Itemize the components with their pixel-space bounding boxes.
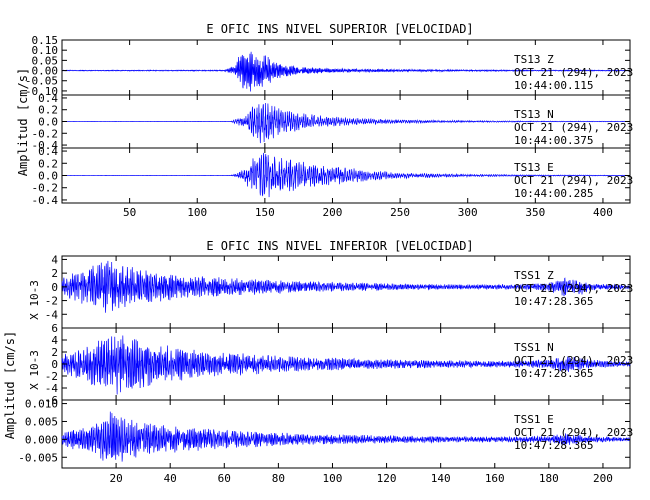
scale-label: X 10-3 bbox=[28, 280, 41, 320]
lower-chart-title: E OFIC INS NIVEL INFERIOR [VELOCIDAD] bbox=[206, 239, 473, 253]
y-tick-label: 0.05 bbox=[32, 54, 59, 67]
time-label: 10:47:28.365 bbox=[514, 295, 593, 308]
x-tick-label: 100 bbox=[187, 206, 207, 219]
date-label: OCT 21 (294), 2023 bbox=[514, 66, 633, 79]
x-tick-label: 400 bbox=[593, 206, 613, 219]
x-tick-label: 140 bbox=[431, 472, 451, 485]
y-tick-label: 6 bbox=[51, 322, 58, 335]
x-tick-label: 250 bbox=[390, 206, 410, 219]
y-tick-label: 0.0 bbox=[38, 170, 58, 183]
x-tick-label: 200 bbox=[323, 206, 343, 219]
waveform-line bbox=[61, 102, 631, 144]
y-tick-label: 0.0 bbox=[38, 116, 58, 129]
date-label: OCT 21 (294), 2023 bbox=[514, 282, 633, 295]
x-tick-label: 180 bbox=[539, 472, 559, 485]
y-tick-label: 0.10 bbox=[32, 44, 59, 57]
trace-frame bbox=[61, 399, 631, 469]
x-tick-label: 20 bbox=[109, 472, 122, 485]
x-tick-label: 50 bbox=[123, 206, 136, 219]
y-tick-label: 0.00 bbox=[32, 65, 59, 78]
waveform-line bbox=[61, 51, 631, 92]
station-label: TS13 Z bbox=[514, 53, 554, 66]
waveform-line bbox=[61, 335, 631, 395]
time-label: 10:47:28.365 bbox=[514, 439, 593, 452]
time-label: 10:44:00.375 bbox=[514, 134, 593, 147]
y-tick-label: -0.4 bbox=[32, 194, 59, 207]
y-tick-label: 0.005 bbox=[25, 415, 58, 428]
y-tick-label: 0.000 bbox=[25, 433, 58, 446]
y-tick-label: 0.15 bbox=[32, 34, 59, 47]
y-tick-label: -2 bbox=[45, 295, 58, 308]
x-tick-label: 120 bbox=[377, 472, 397, 485]
y-tick-label: 0.2 bbox=[38, 157, 58, 170]
y-tick-label: -0.05 bbox=[25, 75, 58, 88]
x-tick-label: 150 bbox=[255, 206, 275, 219]
y-tick-label: 0.4 bbox=[38, 145, 58, 158]
y-tick-label: 4 bbox=[51, 253, 58, 266]
waveform-line bbox=[61, 260, 631, 313]
y-tick-label: -0.2 bbox=[32, 127, 59, 140]
x-tick-label: 350 bbox=[525, 206, 545, 219]
y-tick-label: 0 bbox=[51, 358, 58, 371]
upper-y-axis-label: Amplitud [cm/s] bbox=[16, 68, 30, 176]
y-tick-label: 0 bbox=[51, 281, 58, 294]
time-label: 10:44:00.115 bbox=[514, 79, 593, 92]
y-tick-label: 4 bbox=[51, 334, 58, 347]
y-tick-label: -0.10 bbox=[25, 85, 58, 98]
y-tick-label: -0.005 bbox=[18, 451, 58, 464]
y-tick-label: -4 bbox=[45, 308, 59, 321]
scale-label: X 10-3 bbox=[28, 350, 41, 390]
y-tick-label: -0.4 bbox=[32, 139, 59, 152]
station-label: TSS1 E bbox=[514, 413, 554, 426]
date-label: OCT 21 (294), 2023 bbox=[514, 426, 633, 439]
upper-chart-title: E OFIC INS NIVEL SUPERIOR [VELOCIDAD] bbox=[206, 22, 473, 36]
station-label: TSS1 N bbox=[514, 341, 554, 354]
y-tick-label: -6 bbox=[45, 394, 58, 407]
y-tick-label: -4 bbox=[45, 382, 59, 395]
x-tick-label: 300 bbox=[458, 206, 478, 219]
lower-y-axis-label: Amplitud [cm/s] bbox=[3, 331, 17, 439]
date-label: OCT 21 (294), 2023 bbox=[514, 174, 633, 187]
y-tick-label: 0.010 bbox=[25, 398, 58, 411]
x-tick-label: 80 bbox=[272, 472, 285, 485]
x-tick-label: 40 bbox=[164, 472, 177, 485]
date-label: OCT 21 (294), 2023 bbox=[514, 354, 633, 367]
y-tick-label: -2 bbox=[45, 370, 58, 383]
date-label: OCT 21 (294), 2023 bbox=[514, 121, 633, 134]
waveform-line bbox=[61, 152, 631, 198]
time-label: 10:47:28.365 bbox=[514, 367, 593, 380]
y-tick-label: 2 bbox=[51, 346, 58, 359]
station-label: TSS1 Z bbox=[514, 269, 554, 282]
y-tick-label: 0.4 bbox=[38, 92, 58, 105]
station-label: TS13 N bbox=[514, 108, 554, 121]
y-tick-label: 0.2 bbox=[38, 104, 58, 117]
x-tick-label: 100 bbox=[323, 472, 343, 485]
x-tick-label: 60 bbox=[218, 472, 231, 485]
y-tick-label: 2 bbox=[51, 267, 58, 280]
y-tick-label: -0.2 bbox=[32, 182, 59, 195]
station-label: TS13 E bbox=[514, 161, 554, 174]
x-tick-label: 200 bbox=[593, 472, 613, 485]
waveform-line bbox=[61, 411, 631, 462]
x-tick-label: 160 bbox=[485, 472, 505, 485]
time-label: 10:44:00.285 bbox=[514, 187, 593, 200]
